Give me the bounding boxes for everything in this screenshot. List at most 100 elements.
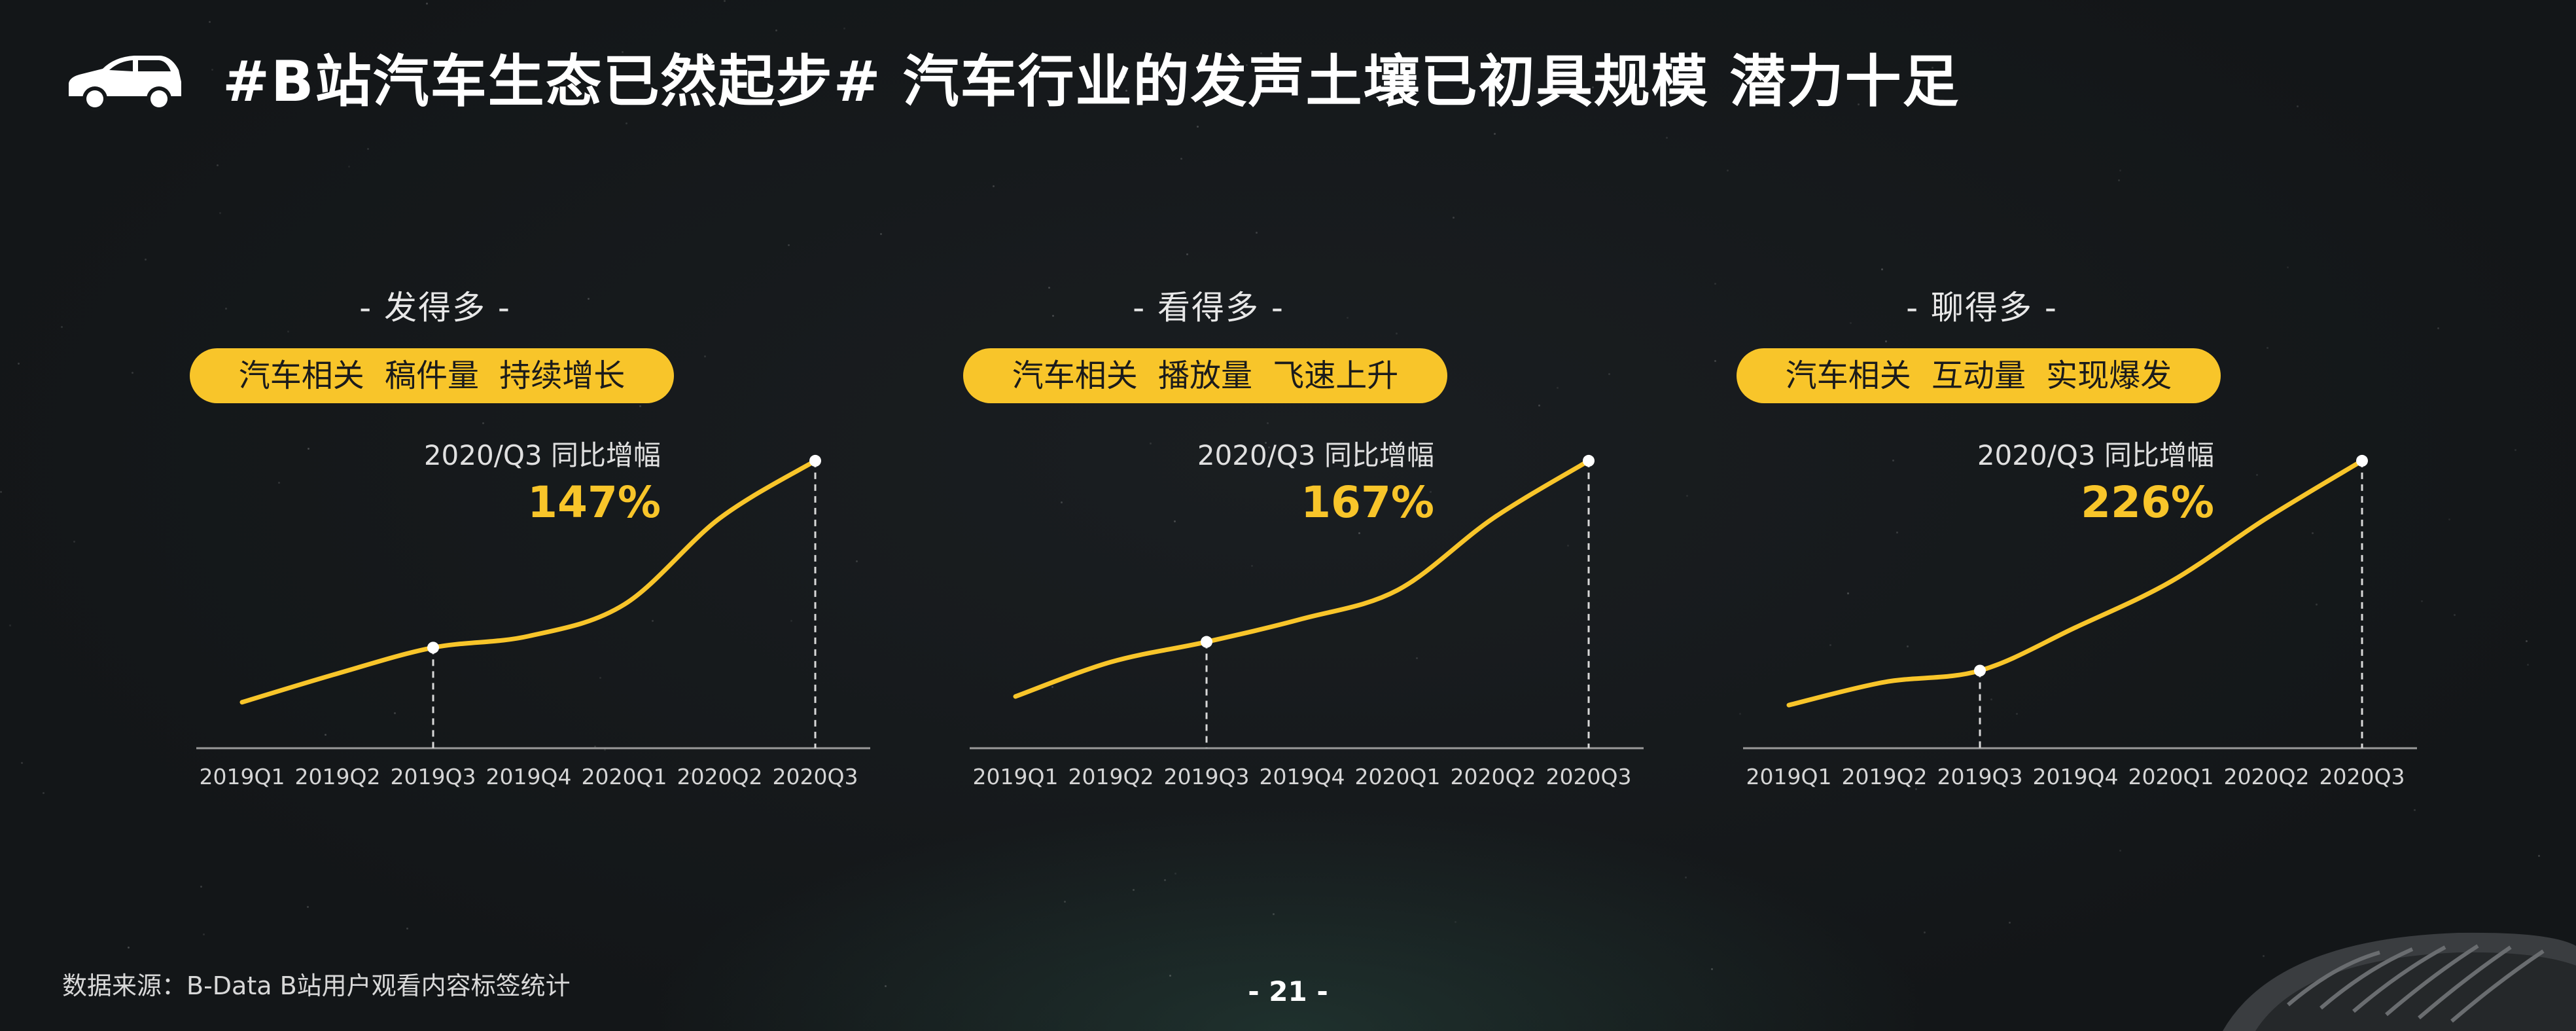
speck-decoration [1829, 644, 1831, 646]
speck-decoration [790, 620, 792, 622]
speck-decoration [604, 749, 606, 751]
speck-decoration [73, 541, 75, 543]
line-chart: 2020/Q3 同比增幅 167% 2019Q1 2019Q2 2019Q3 2019… [970, 439, 1644, 789]
speck-decoration [2118, 179, 2120, 181]
data-point [427, 642, 439, 654]
speck-decoration [1847, 592, 1849, 594]
speck-decoration [2514, 449, 2516, 451]
pill-badge: 汽车相关 互动量 实现爆发 [1737, 348, 2221, 403]
x-tick-label: 2020Q1 [2128, 764, 2214, 789]
speck-decoration [599, 677, 601, 679]
chart-panel-views: - 看得多 - 汽车相关 播放量 飞速上升 2020/Q3 同比增幅 167% … [963, 275, 1670, 812]
speck-decoration [1358, 532, 1360, 534]
speck-decoration [1567, 545, 1569, 547]
speck-decoration [1061, 501, 1063, 503]
speck-decoration [1678, 77, 1680, 79]
speck-decoration [1885, 340, 1887, 342]
data-point [1201, 636, 1212, 648]
pill-text: 持续增长 [499, 357, 626, 394]
speck-decoration [200, 886, 202, 888]
speck-decoration [2204, 444, 2206, 446]
speck-decoration [2256, 474, 2258, 476]
speck-decoration [2297, 105, 2299, 107]
pill-text: 汽车相关 [1785, 357, 1911, 394]
speck-decoration [9, 624, 11, 626]
speck-decoration [1932, 67, 1933, 69]
speck-decoration [2414, 809, 2416, 811]
x-tick-label: 2019Q4 [2033, 764, 2119, 789]
speck-decoration [704, 355, 706, 357]
speck-decoration [2263, 955, 2265, 957]
speck-decoration [2526, 640, 2528, 642]
speck-decoration [307, 906, 309, 908]
speck-decoration [61, 326, 63, 328]
speck-decoration [1416, 657, 1418, 659]
speck-decoration [1896, 532, 1898, 534]
x-tick-label: 2020Q3 [2320, 764, 2405, 789]
speck-decoration [308, 448, 309, 450]
speck-decoration [1881, 268, 1883, 270]
speck-decoration [1064, 901, 1066, 903]
speck-decoration [885, 985, 887, 987]
speck-decoration [0, 491, 2, 493]
speck-decoration [2267, 347, 2268, 349]
speck-decoration [1180, 158, 1182, 160]
speck-decoration [2119, 170, 2121, 172]
speck-decoration [1666, 137, 1668, 139]
speck-decoration [1125, 90, 1127, 92]
speck-decoration [1455, 921, 1456, 923]
x-tick-label: 2019Q3 [391, 764, 476, 789]
pill-badge: 汽车相关 稿件量 持续增长 [190, 348, 674, 403]
speck-decoration [1711, 968, 1713, 970]
x-tick-label: 2019Q4 [486, 764, 572, 789]
data-point [2356, 454, 2368, 467]
speck-decoration [406, 928, 408, 930]
speck-decoration [1396, 333, 1398, 335]
data-point [809, 454, 821, 467]
data-point [1974, 664, 1986, 677]
x-tick-label: 2019Q3 [1937, 764, 2023, 789]
speck-decoration [1260, 52, 1262, 54]
speck-decoration [2454, 614, 2456, 616]
x-tick-label: 2020Q1 [1355, 764, 1441, 789]
speck-decoration [211, 69, 213, 71]
speck-decoration [145, 259, 147, 261]
speck-decoration [209, 21, 211, 23]
speck-decoration [2287, 266, 2289, 268]
speck-decoration [1174, 520, 1176, 522]
x-tick-label: 2019Q2 [1842, 764, 1928, 789]
chart-panel-posts: - 发得多 - 汽车相关 稿件量 持续增长 2020/Q3 同比增幅 147% … [190, 275, 896, 812]
speck-decoration [278, 482, 280, 484]
x-tick-label: 2020Q2 [677, 764, 763, 789]
speck-decoration [1174, 873, 1176, 875]
speck-decoration [1347, 317, 1349, 319]
speck-decoration [788, 244, 790, 246]
speck-decoration [2016, 713, 2018, 715]
line-chart: 2020/Q3 同比增幅 226% 2019Q1 2019Q2 2019Q3 2019… [1743, 439, 2417, 789]
speck-decoration [1915, 788, 1917, 790]
speck-decoration [1133, 889, 1135, 891]
speck-decoration [1557, 387, 1559, 389]
speck-decoration [482, 422, 484, 424]
speck-decoration [594, 746, 596, 748]
speck-decoration [1907, 645, 1909, 647]
speck-decoration [1453, 217, 1455, 219]
speck-decoration [652, 620, 654, 622]
speck-decoration [1150, 443, 1152, 444]
speck-decoration [1685, 877, 1687, 878]
pill-text: 汽车相关 [238, 357, 364, 394]
speck-decoration [203, 933, 205, 935]
speck-decoration [426, 3, 428, 5]
speck-decoration [2538, 855, 2540, 857]
speck-decoration [843, 27, 845, 29]
panel-subtitle: - 聊得多 - [1906, 289, 2058, 327]
speck-decoration [287, 331, 289, 333]
header [62, 46, 186, 118]
data-point [1583, 454, 1595, 467]
speck-decoration [639, 405, 641, 407]
speck-decoration [1256, 232, 1258, 234]
speck-decoration [1186, 253, 1188, 255]
x-tick-label: 2020Q3 [773, 764, 858, 789]
series-line [239, 458, 818, 705]
